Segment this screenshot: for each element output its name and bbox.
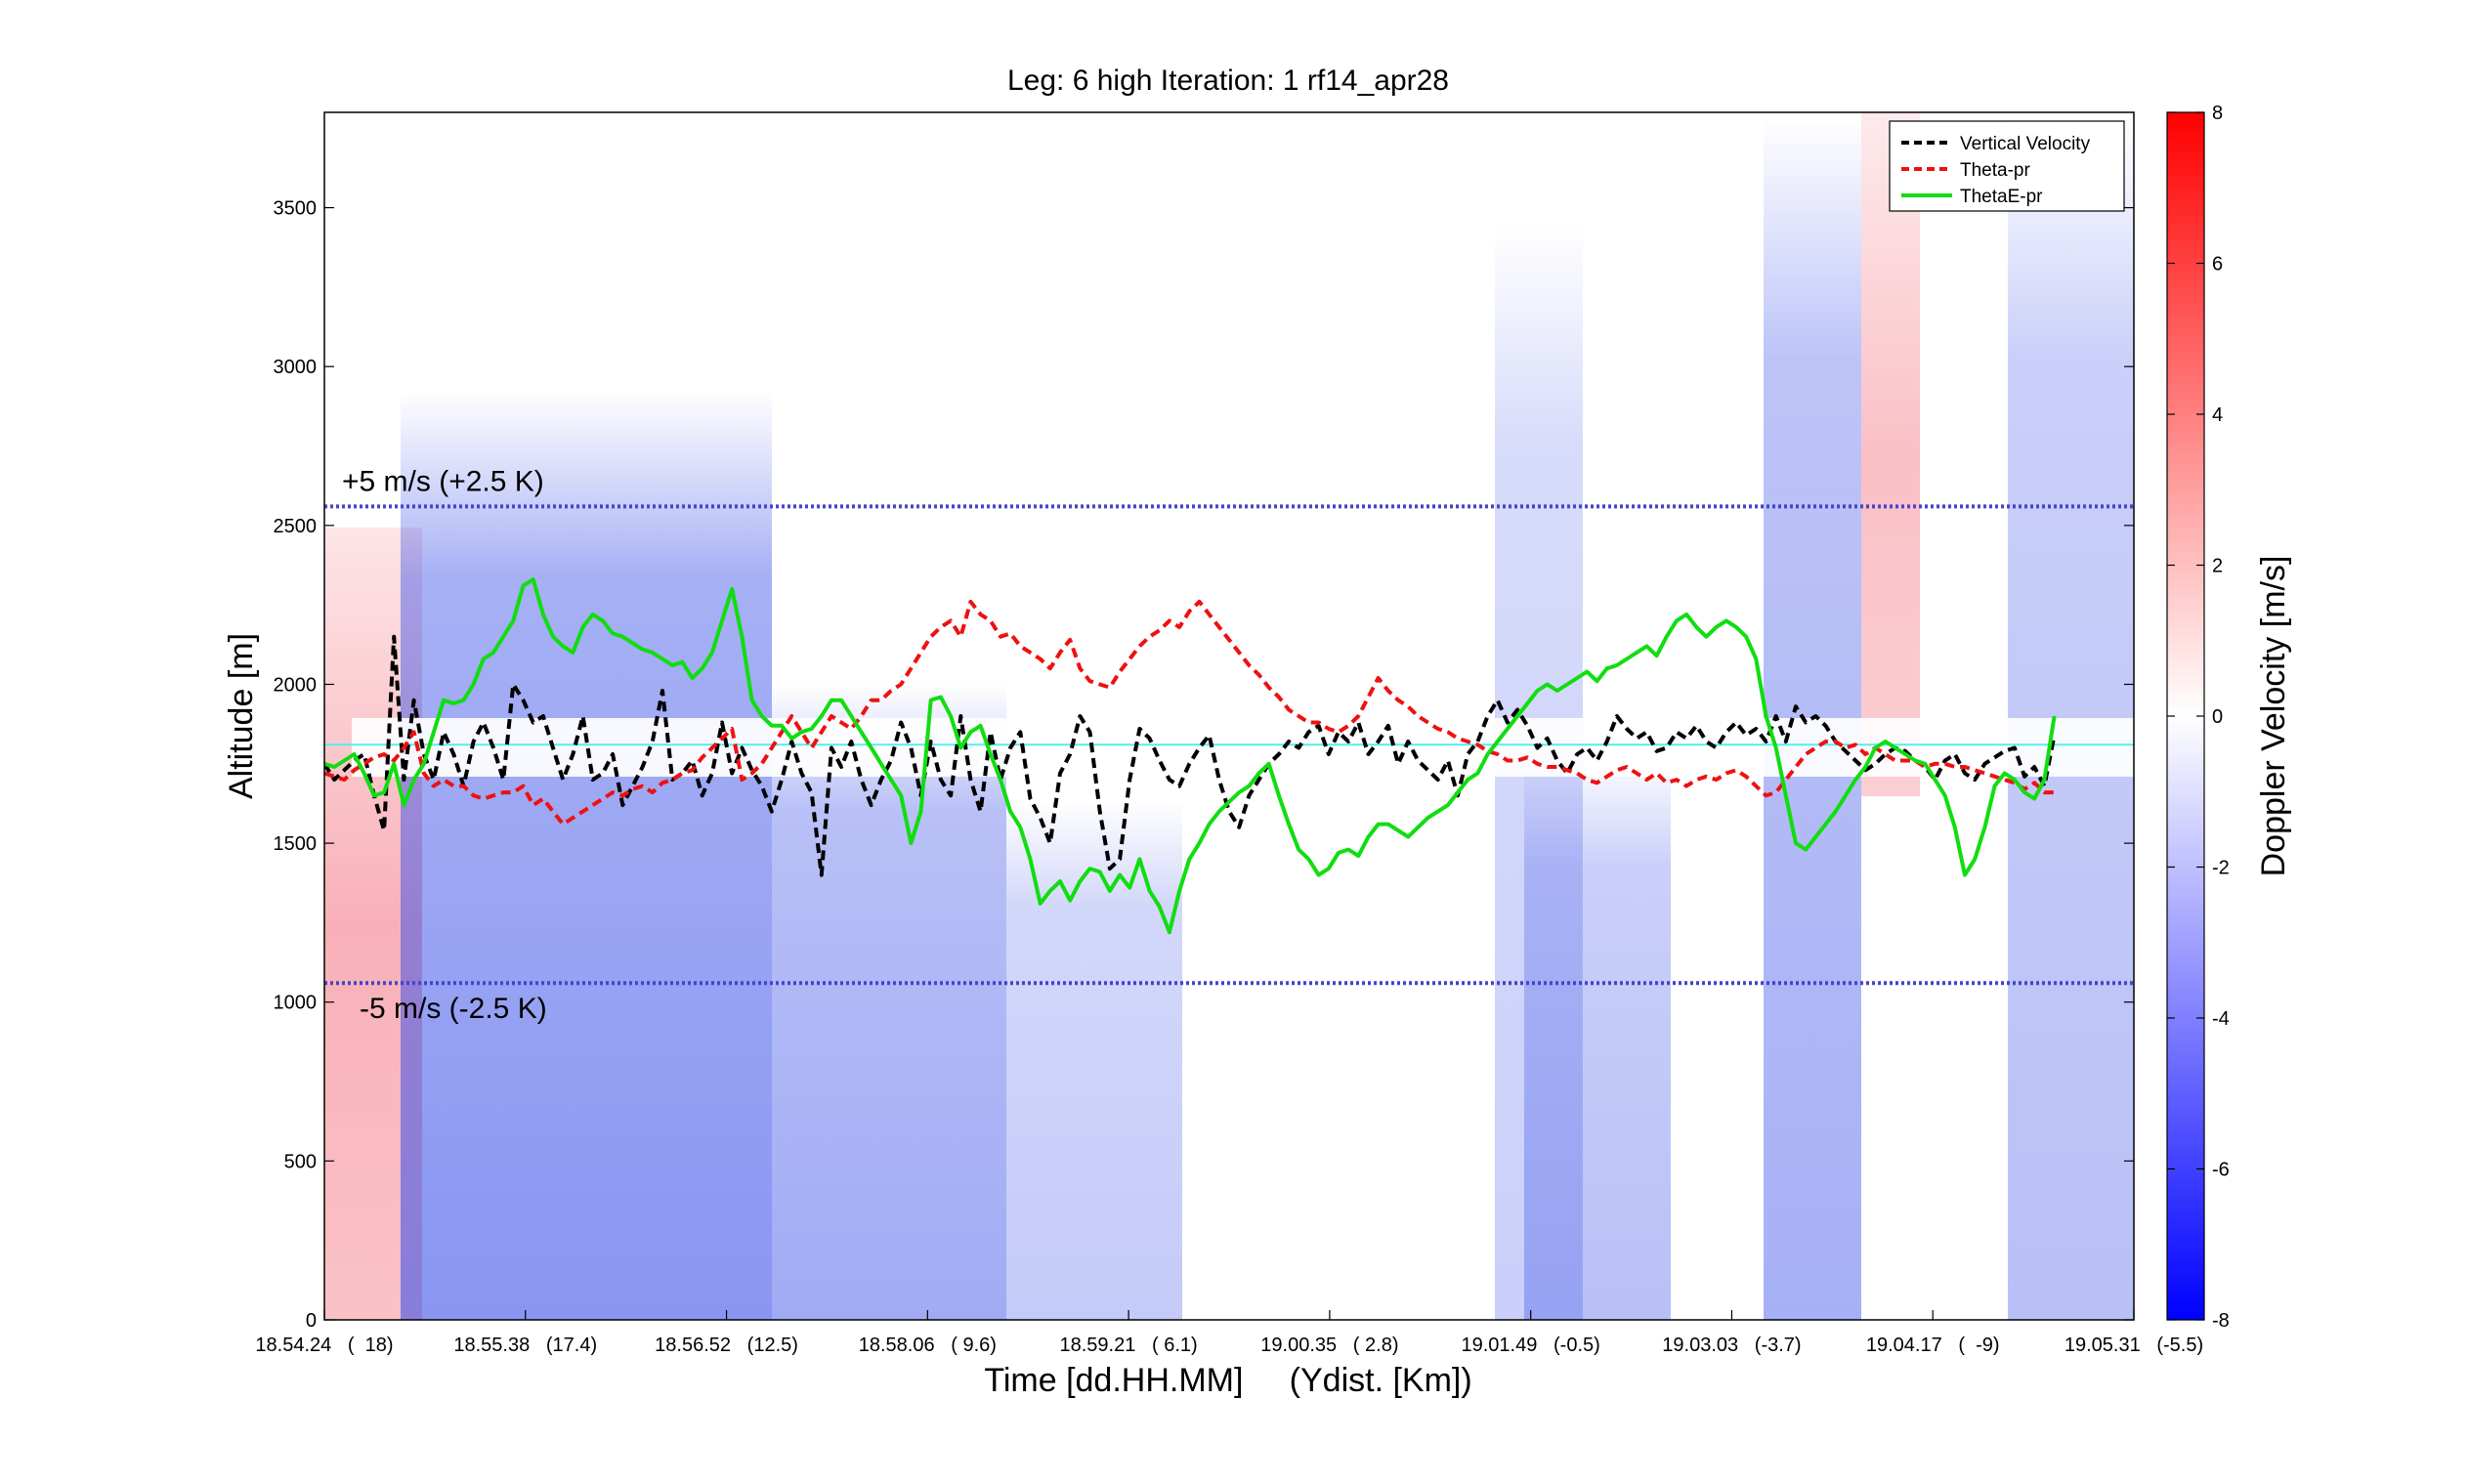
- series-vertical-velocity: [324, 634, 2057, 877]
- y-tick-label: 1500: [274, 833, 318, 855]
- x-tick-label: 19.03.03 (-3.7): [1662, 1335, 1801, 1356]
- y-axis-label: Altitude [m]: [223, 633, 260, 799]
- bound-line-label: -5 m/s (-2.5 K): [360, 993, 547, 1025]
- colorbar-tick-label: -2: [2212, 858, 2230, 879]
- colorbar-tick-label: 6: [2212, 254, 2223, 276]
- legend-label: ThetaE-pr: [1960, 187, 2043, 207]
- series-theta-pr: [324, 599, 2055, 827]
- y-tick-label: 2000: [274, 674, 318, 696]
- y-axis: 0 500 1000 1500 2000 2500 3000 3500: [274, 198, 2134, 1332]
- plot-frame: [323, 111, 2135, 1321]
- x-tick-label: 19.00.35 ( 2.8): [1260, 1335, 1398, 1356]
- bound-line-label: +5 m/s (+2.5 K): [342, 465, 544, 497]
- doppler-negative-band-5: [1524, 752, 1671, 1320]
- x-axis: 18.54.24 ( 18) 18.55.38 (17.4) 18.56.52 (1…: [255, 1310, 2203, 1356]
- y-tick-label: 3000: [274, 357, 318, 378]
- colorbar-tick-label: 8: [2212, 103, 2223, 124]
- doppler-negative-band-1: [401, 391, 772, 1320]
- colorbar: -8 -6 -4 -2 0 2 4 6 8: [2166, 103, 2230, 1332]
- reference-lines: +5 m/s (+2.5 K) -5 m/s (-2.5 K): [324, 465, 2134, 1025]
- colorbar-tick-label: 4: [2212, 404, 2223, 426]
- x-tick-label: 18.54.24 ( 18): [255, 1335, 393, 1356]
- colorbar-tick-label: 2: [2212, 556, 2223, 577]
- x-tick-label: 19.01.49 (-0.5): [1462, 1335, 1600, 1356]
- chart-title: Leg: 6 high Iteration: 1 rf14_apr28: [1007, 64, 1449, 97]
- colorbar-tick-label: -4: [2212, 1008, 2230, 1030]
- colorbar-tick-label: -6: [2212, 1160, 2230, 1181]
- series-thetae-pr: [324, 577, 2057, 935]
- y-tick-label: 2500: [274, 516, 318, 537]
- x-tick-label: 18.55.38 (17.4): [453, 1335, 597, 1356]
- x-tick-label: 19.04.17 ( -9): [1866, 1335, 2000, 1356]
- x-tick-label: 19.05.31 (-5.5): [2065, 1335, 2203, 1356]
- y-tick-label: 500: [284, 1151, 317, 1172]
- series-lines: [324, 577, 2057, 935]
- legend-label: Vertical Velocity: [1960, 134, 2091, 154]
- colorbar-tick-label: 0: [2212, 706, 2223, 728]
- y-tick-label: 1000: [274, 993, 318, 1014]
- legend: Vertical Velocity Theta-pr ThetaE-pr: [1889, 120, 2125, 212]
- doppler-positive-band-right: [1861, 112, 1920, 796]
- x-tick-label: 18.58.06 ( 9.6): [859, 1335, 997, 1356]
- y-tick-label: 3500: [274, 198, 318, 220]
- plot-area: [324, 112, 2134, 1320]
- colorbar-tick-label: -8: [2212, 1310, 2230, 1332]
- x-tick-label: 18.56.52 (12.5): [655, 1335, 798, 1356]
- y-tick-label: 0: [306, 1310, 317, 1332]
- x-axis-label: Time [dd.HH.MM] (Ydist. [Km]): [984, 1362, 1471, 1399]
- colorbar-label: Doppler Velocity [m/s]: [2255, 556, 2292, 877]
- legend-label: Theta-pr: [1960, 160, 2030, 181]
- x-tick-label: 18.59.21 ( 6.1): [1060, 1335, 1198, 1356]
